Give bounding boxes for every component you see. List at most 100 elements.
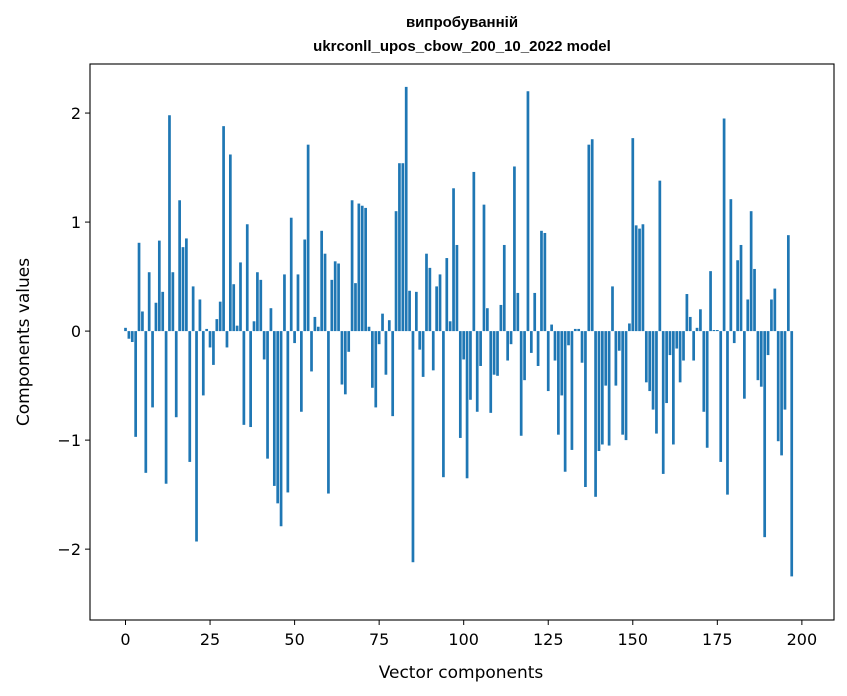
- bar: [621, 331, 624, 435]
- bar: [648, 331, 652, 392]
- x-tick-label: 75: [369, 630, 389, 649]
- bar: [452, 188, 455, 332]
- bar: [472, 171, 476, 332]
- bar: [124, 327, 127, 332]
- bar: [438, 274, 442, 332]
- bar: [323, 253, 327, 332]
- bar: [543, 232, 547, 332]
- bar: [607, 331, 611, 446]
- y-tick-label: 2: [71, 104, 81, 123]
- bar: [519, 331, 523, 436]
- bar: [722, 118, 726, 332]
- bar: [201, 331, 205, 396]
- bar: [330, 279, 334, 332]
- y-axis-label: Components values: [14, 258, 34, 426]
- bar: [354, 283, 357, 332]
- bar: [228, 154, 232, 332]
- bar: [245, 224, 249, 332]
- chart-subtitle: ukrconll_upos_cbow_200_10_2022 model: [313, 38, 611, 55]
- bar: [185, 238, 188, 332]
- bar: [347, 331, 351, 352]
- y-axis-ticks: −2 −1 0 1 2: [57, 104, 90, 559]
- bar: [374, 331, 378, 408]
- bar: [235, 325, 239, 332]
- bar: [502, 244, 506, 332]
- bar: [316, 326, 320, 332]
- bar: [259, 279, 263, 332]
- bar: [709, 271, 712, 332]
- bar: [425, 253, 428, 332]
- bar: [384, 331, 388, 375]
- bar: [732, 331, 736, 344]
- bar: [181, 247, 185, 332]
- bar: [489, 331, 493, 413]
- bar: [590, 139, 594, 332]
- bar: [174, 331, 178, 418]
- bar: [178, 200, 181, 332]
- bar: [303, 239, 307, 332]
- bar: [509, 331, 513, 345]
- bar: [191, 286, 195, 332]
- bar: [333, 261, 337, 332]
- bar: [401, 163, 405, 332]
- bar: [164, 331, 168, 484]
- bar: [144, 331, 148, 473]
- bar: [766, 331, 770, 356]
- bar: [300, 331, 303, 412]
- bar: [699, 309, 702, 332]
- bar: [567, 331, 570, 346]
- bar: [421, 331, 425, 377]
- bar: [523, 331, 526, 381]
- bar: [293, 331, 296, 344]
- bar: [168, 115, 171, 332]
- bar: [644, 331, 648, 383]
- bar: [506, 331, 510, 361]
- bar: [533, 292, 537, 332]
- bar: [442, 331, 445, 478]
- bar: [688, 316, 692, 332]
- bar: [546, 331, 550, 392]
- bar: [675, 331, 679, 349]
- bar: [513, 166, 516, 332]
- bar: [320, 230, 324, 332]
- bar: [408, 290, 411, 332]
- bar: [719, 331, 723, 462]
- bar: [665, 331, 668, 404]
- bar: [611, 286, 614, 332]
- bar: [134, 331, 138, 437]
- bar: [736, 260, 739, 332]
- bar: [570, 331, 574, 450]
- bar: [218, 301, 222, 332]
- bar: [222, 126, 225, 332]
- bar: [215, 319, 219, 332]
- bar: [726, 331, 729, 495]
- x-tick-label: 0: [120, 630, 130, 649]
- bar: [147, 272, 151, 332]
- bar: [658, 180, 662, 332]
- bar: [682, 331, 685, 361]
- bar: [455, 244, 459, 332]
- bar: [692, 331, 696, 361]
- bar: [594, 331, 597, 497]
- x-tick-label: 25: [200, 630, 220, 649]
- bar: [770, 299, 773, 332]
- bar: [381, 313, 384, 332]
- bar: [225, 331, 229, 348]
- bar: [357, 203, 361, 332]
- bar: [553, 331, 557, 361]
- bar: [786, 235, 790, 332]
- bar: [529, 331, 533, 353]
- bar: [617, 331, 621, 351]
- bar: [350, 200, 354, 332]
- bar: [763, 331, 767, 538]
- bar: [486, 308, 489, 332]
- bar: [604, 331, 608, 386]
- bar: [712, 330, 716, 332]
- bar: [749, 211, 753, 332]
- bar: [398, 163, 401, 332]
- bar: [435, 286, 438, 332]
- bar: [783, 331, 787, 410]
- bar: [496, 331, 499, 376]
- bar: [232, 284, 236, 332]
- bar: [739, 244, 743, 332]
